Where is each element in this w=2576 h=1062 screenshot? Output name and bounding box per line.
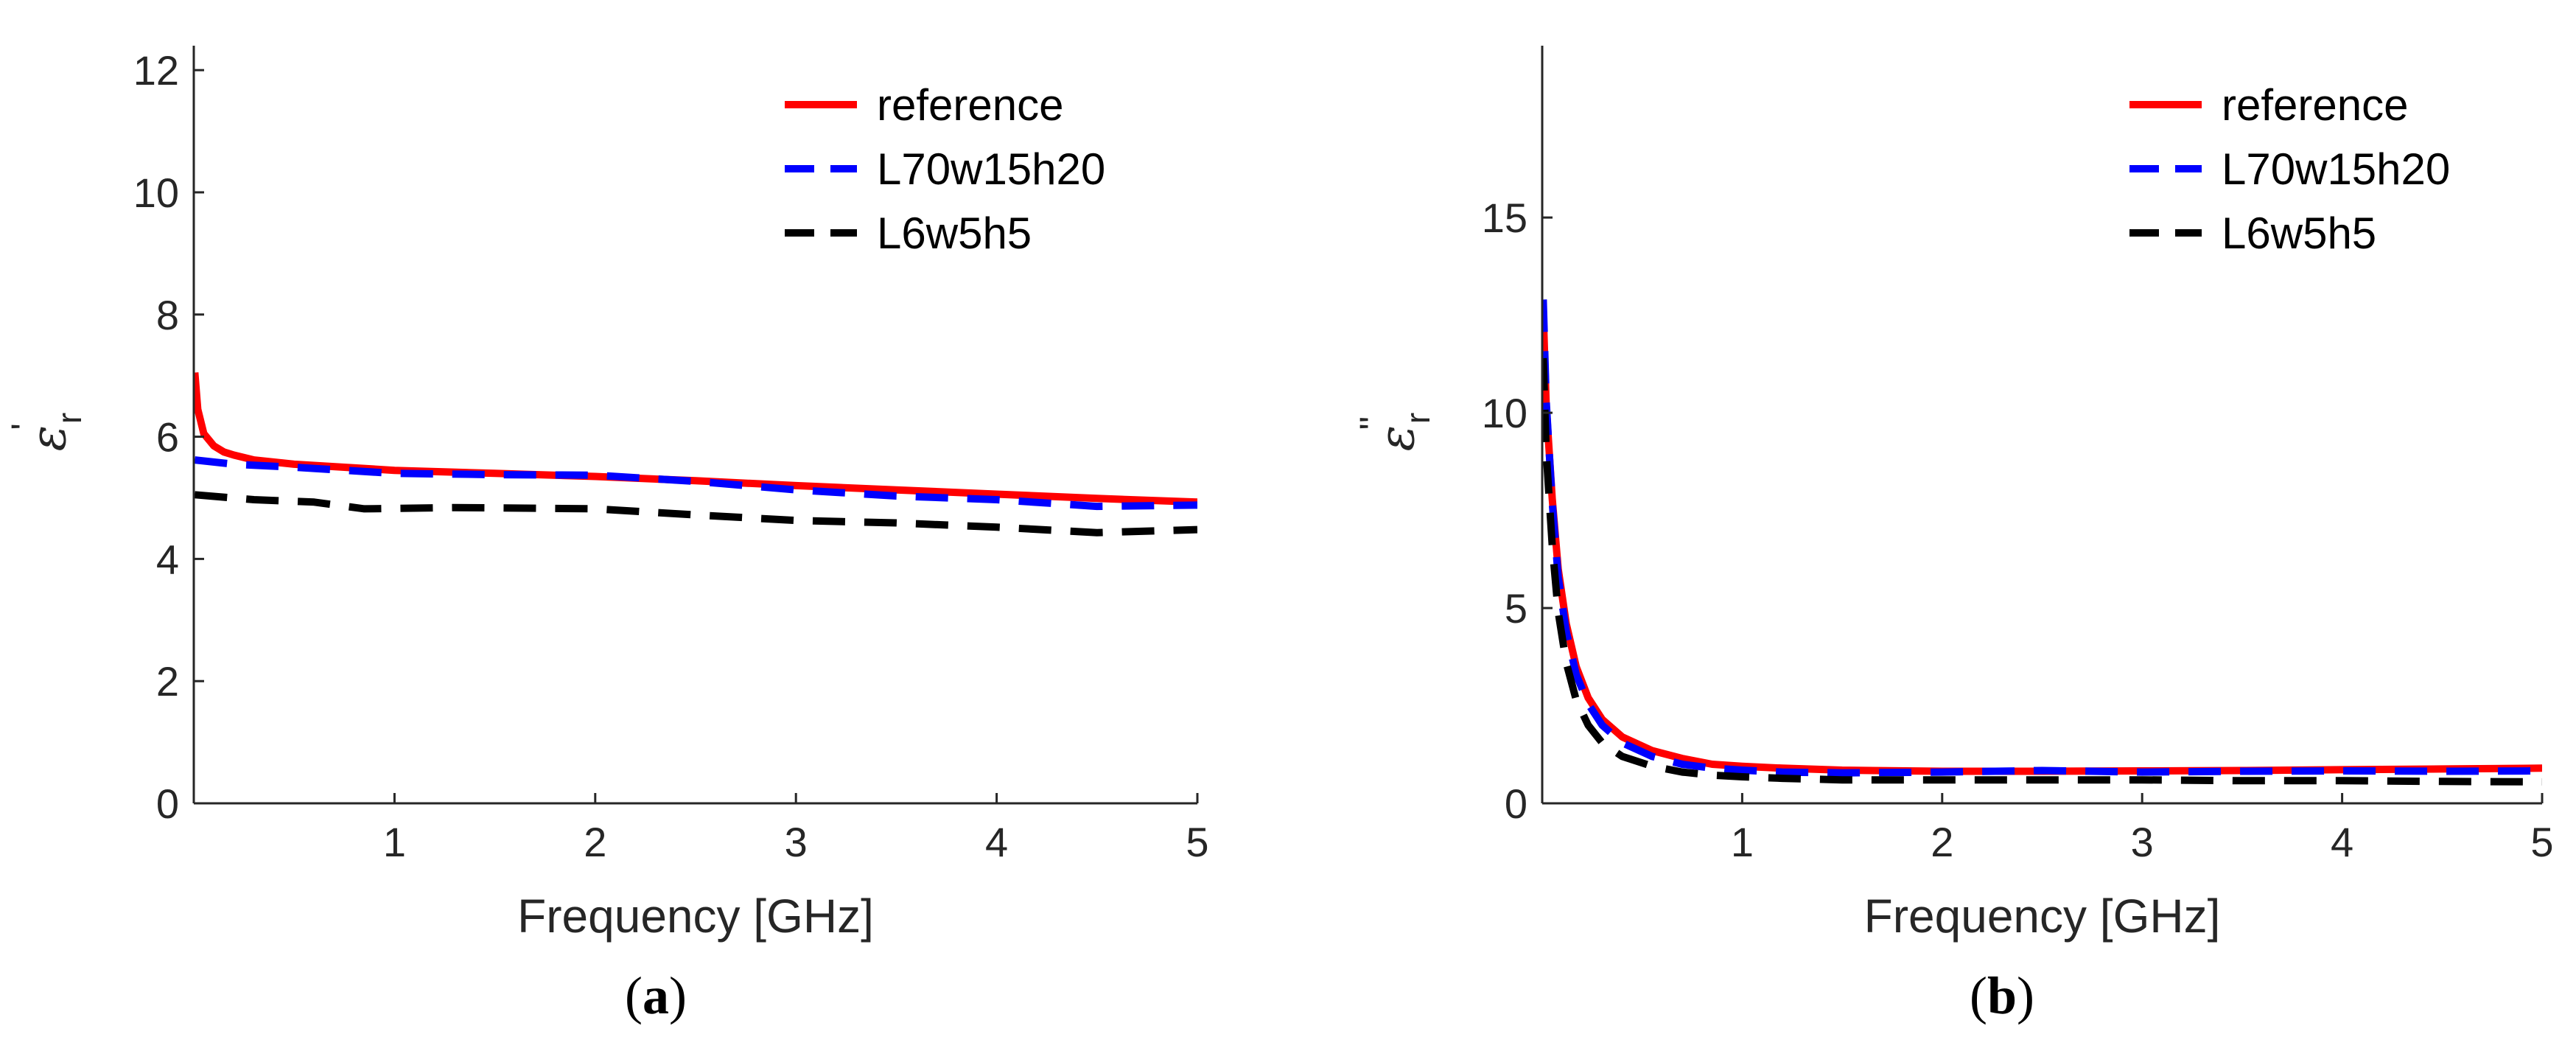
chart-1-panel-label-letter: b bbox=[1987, 966, 2017, 1025]
chart-1-x-tick-label: 3 bbox=[2131, 819, 2154, 865]
chart-1-panel-label-open: ( bbox=[1970, 966, 1987, 1025]
chart-1-x-tick-label: 2 bbox=[1931, 819, 1953, 865]
chart-1-x-axis-title: Frequency [GHz] bbox=[1864, 890, 2221, 943]
chart-1-line-l70w15h20 bbox=[1542, 299, 2542, 777]
chart-1-y-axis-superscript: '' bbox=[1352, 416, 1393, 430]
chart-1-legend-item-reference: reference bbox=[2129, 80, 2408, 130]
chart-1-y-tick-label: 15 bbox=[1482, 195, 1527, 241]
chart-1-x-tick-label: 1 bbox=[1731, 819, 1754, 865]
chart-0-y-axis-subscript: r bbox=[50, 413, 88, 424]
chart-0-x-tick-label: 3 bbox=[785, 819, 808, 865]
chart-0-legend-item-l70w15h20: L70w15h20 bbox=[785, 144, 1105, 194]
chart-0-y-tick-label: 12 bbox=[133, 47, 179, 94]
chart-1-legend-label-l70w15h20: L70w15h20 bbox=[2222, 144, 2450, 194]
chart-1-series-group bbox=[1542, 299, 2542, 786]
chart-1-line-reference bbox=[1542, 311, 2542, 775]
chart-1-y-axis-subscript: r bbox=[1399, 413, 1437, 424]
chart-0-y-axis-title: εr ' bbox=[4, 413, 88, 452]
chart-0-legend-label-l70w15h20: L70w15h20 bbox=[877, 144, 1105, 194]
chart-0-y-tick-label: 0 bbox=[156, 780, 179, 827]
chart-0-panel-label: (a) bbox=[625, 966, 687, 1025]
chart-0-y-tick-label: 10 bbox=[133, 170, 179, 216]
chart-0-line-l6w5h5 bbox=[194, 491, 1197, 537]
chart-0-x-tick-label: 1 bbox=[383, 819, 406, 865]
chart-0-x-tick-label: 2 bbox=[584, 819, 606, 865]
chart-0-panel-label-letter: a bbox=[643, 966, 669, 1025]
chart-1-line-l6w5h5 bbox=[1542, 357, 2542, 786]
chart-1-panel-label-close: ) bbox=[2017, 966, 2034, 1025]
chart-0-y-tick-label: 4 bbox=[156, 536, 179, 582]
chart-0-y-tick-label: 6 bbox=[156, 414, 179, 461]
chart-0-x-tick-label: 4 bbox=[985, 819, 1008, 865]
chart-1-y-axis-title: εr '' bbox=[1352, 413, 1437, 452]
chart-0-x-tick-label: 5 bbox=[1186, 819, 1208, 865]
chart-1-x-tick-label: 4 bbox=[2331, 819, 2353, 865]
chart-1-legend: reference L70w15h20 L6w5h5 bbox=[2129, 80, 2450, 258]
chart-1-legend-label-l6w5h5: L6w5h5 bbox=[2222, 209, 2376, 258]
chart-0-line-reference bbox=[194, 372, 1197, 506]
chart-1-legend-item-l70w15h20: L70w15h20 bbox=[2129, 144, 2450, 194]
chart-0-legend-label-reference: reference bbox=[877, 80, 1063, 130]
chart-1-x-tick-label: 5 bbox=[2530, 819, 2553, 865]
panel-b: 1 2 3 4 5 0 5 10 15 Frequency [GHz] εr '' reference L… bbox=[1352, 46, 2554, 1025]
chart-0-y-tick-label: 2 bbox=[156, 658, 179, 705]
chart-0-y-tick-label: 8 bbox=[156, 292, 179, 338]
chart-0-y-axis-superscript: ' bbox=[4, 423, 45, 430]
chart-0-legend-item-reference: reference bbox=[785, 80, 1063, 130]
chart-0-series-group bbox=[194, 372, 1197, 537]
chart-1-y-tick-label: 10 bbox=[1482, 390, 1527, 436]
chart-1-panel-label: (b) bbox=[1970, 966, 2034, 1025]
chart-0-legend-item-l6w5h5: L6w5h5 bbox=[785, 209, 1032, 258]
chart-1-y-tick-label: 0 bbox=[1505, 780, 1527, 827]
chart-0-y-axis-symbol: ε bbox=[20, 425, 77, 451]
chart-0-panel-label-open: ( bbox=[625, 966, 643, 1025]
chart-0-panel-label-close: ) bbox=[669, 966, 687, 1025]
chart-1-legend-item-l6w5h5: L6w5h5 bbox=[2129, 209, 2376, 258]
chart-1-legend-label-reference: reference bbox=[2222, 80, 2408, 130]
chart-0-legend: reference L70w15h20 L6w5h5 bbox=[785, 80, 1105, 258]
chart-1-y-tick-label: 5 bbox=[1505, 585, 1527, 632]
chart-0-x-axis-title: Frequency [GHz] bbox=[517, 890, 874, 943]
chart-1-y-axis-symbol: ε bbox=[1368, 425, 1425, 451]
chart-0-legend-label-l6w5h5: L6w5h5 bbox=[877, 209, 1032, 258]
